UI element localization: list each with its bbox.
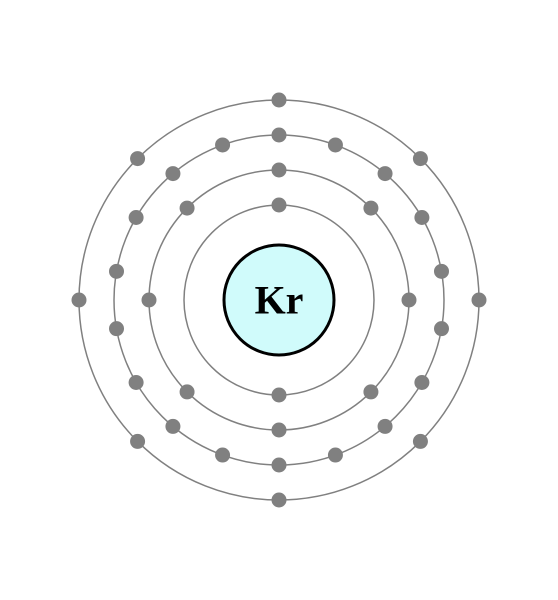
electron-shell3-18	[215, 137, 230, 152]
electron-shell2-2	[363, 201, 378, 216]
electron-shell3-4	[414, 210, 429, 225]
electron-shell3-10	[272, 458, 287, 473]
electron-shell4-5	[272, 493, 287, 508]
electron-shell2-1	[272, 163, 287, 178]
electron-shell-diagram: Kr	[0, 0, 558, 600]
electron-shell4-7	[72, 293, 87, 308]
electron-shell3-16	[129, 210, 144, 225]
electron-shell4-2	[413, 151, 428, 166]
electron-shell4-4	[413, 434, 428, 449]
electron-shell4-8	[130, 151, 145, 166]
electron-shell3-7	[414, 375, 429, 390]
electron-shell3-2	[328, 137, 343, 152]
electron-shell1-2	[272, 388, 287, 403]
electron-shell3-11	[215, 448, 230, 463]
electron-shell3-3	[378, 166, 393, 181]
electron-shell4-1	[272, 93, 287, 108]
electron-shell3-13	[129, 375, 144, 390]
electron-shell3-5	[434, 264, 449, 279]
electron-shell2-5	[272, 423, 287, 438]
electron-shell2-7	[142, 293, 157, 308]
electron-shell3-17	[165, 166, 180, 181]
electron-shell4-6	[130, 434, 145, 449]
electron-shell2-6	[180, 384, 195, 399]
electron-shell3-14	[109, 321, 124, 336]
electron-shell3-1	[272, 128, 287, 143]
element-symbol: Kr	[255, 278, 304, 323]
electron-shell2-8	[180, 201, 195, 216]
electron-shell3-15	[109, 264, 124, 279]
electron-shell3-6	[434, 321, 449, 336]
electron-shell2-4	[363, 384, 378, 399]
electron-shell3-8	[378, 419, 393, 434]
electron-shell4-3	[472, 293, 487, 308]
electron-shell2-3	[402, 293, 417, 308]
electron-shell1-1	[272, 198, 287, 213]
electron-shell3-12	[165, 419, 180, 434]
electron-shell3-9	[328, 448, 343, 463]
